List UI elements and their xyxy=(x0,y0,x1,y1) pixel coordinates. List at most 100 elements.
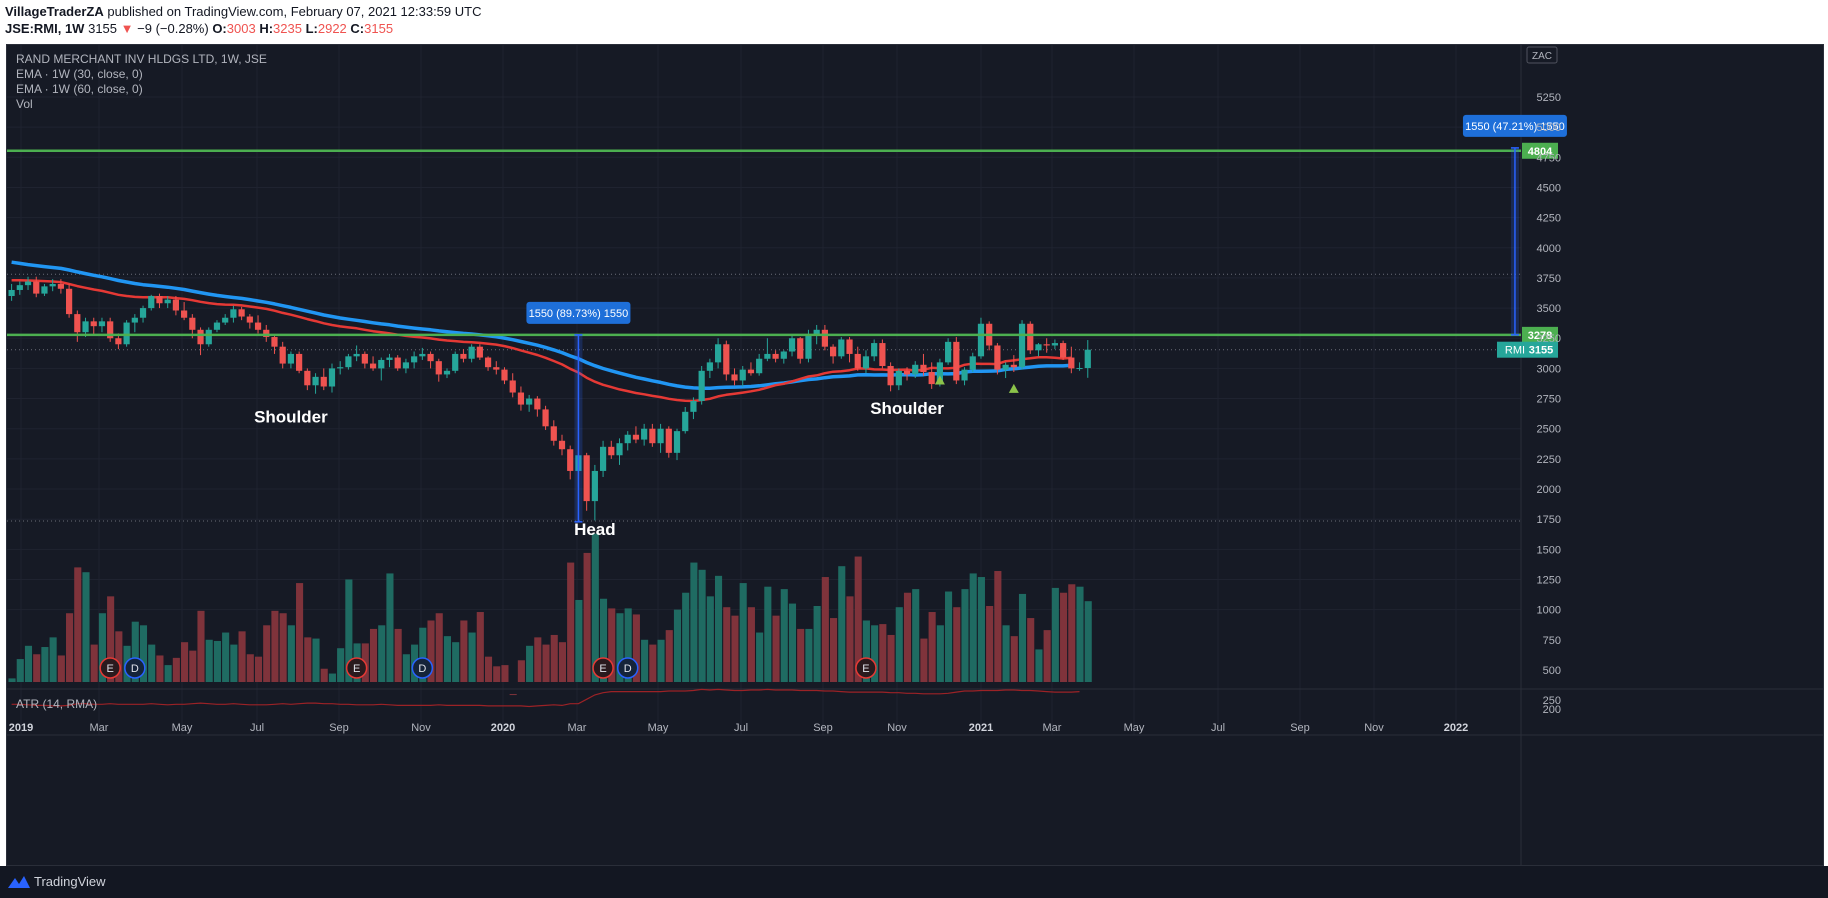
volume-bar xyxy=(862,620,870,682)
volume-bar xyxy=(731,615,739,682)
measure-label-box xyxy=(526,301,631,324)
volume-bar xyxy=(271,610,279,682)
volume-bar xyxy=(854,556,862,682)
volume-bar xyxy=(369,628,378,682)
volume-bar xyxy=(189,650,197,682)
earnings-event-label: E xyxy=(353,663,360,675)
candle-body xyxy=(328,368,336,387)
key-level-label: 4804 xyxy=(1528,146,1553,158)
volume-bar xyxy=(24,645,33,682)
volume-bar xyxy=(1051,587,1059,682)
volume-bar xyxy=(16,659,24,682)
volume-bar xyxy=(427,620,435,682)
candle-body xyxy=(24,281,32,286)
candle-body xyxy=(1010,364,1017,368)
earnings-event-icon xyxy=(99,657,121,679)
candle-body xyxy=(312,376,319,386)
candle-body xyxy=(698,370,705,401)
legend-atr[interactable]: ATR (14, RMA) xyxy=(16,697,98,711)
chart-background xyxy=(7,45,1823,865)
low-value: 2922 xyxy=(317,21,347,36)
volume-bar xyxy=(690,562,698,682)
volume-bar xyxy=(838,566,846,682)
candle-body xyxy=(98,321,106,327)
dividend-event-icon xyxy=(411,657,434,679)
candle-body xyxy=(148,296,155,309)
high-label: H: xyxy=(259,21,274,36)
volume-bar xyxy=(591,533,599,682)
ema30-line xyxy=(11,279,1072,403)
measure-label: 1550 (89.73%) 1550 xyxy=(529,308,629,320)
signal-triangle-icon xyxy=(1008,383,1019,393)
candle-body xyxy=(994,345,1001,370)
volume-bar xyxy=(583,552,591,682)
tradingview-brand[interactable]: TradingView xyxy=(34,874,106,889)
price-axis-tick: 5250 xyxy=(1537,92,1561,104)
candle-body xyxy=(928,372,935,385)
volume-bar xyxy=(443,636,451,682)
candle-body xyxy=(805,334,812,359)
volume-bar xyxy=(304,637,312,682)
price-axis-tick: 4750 xyxy=(1537,152,1561,164)
candle-body xyxy=(337,367,344,369)
chart-panel[interactable]: 4804 3278 1550 (89.73%) 1550 1550 (47.21%) … xyxy=(6,44,1824,866)
candle-body xyxy=(320,376,327,387)
candle-body xyxy=(345,356,352,368)
volume-bar xyxy=(788,603,797,682)
legend-ema60[interactable]: EMA · 1W (60, close, 0) xyxy=(16,82,143,96)
volume-bar xyxy=(394,628,402,682)
time-axis-label: Jul xyxy=(250,722,264,734)
candle-body xyxy=(747,369,755,374)
volume-bar xyxy=(805,628,813,682)
candle-body xyxy=(230,309,237,318)
publish-line: VillageTraderZA published on TradingView… xyxy=(5,4,481,19)
volume-bar xyxy=(148,644,156,682)
price-axis-tick: 250 xyxy=(1543,695,1561,707)
volume-bar xyxy=(386,573,394,682)
candle-body xyxy=(131,317,138,323)
candle-body xyxy=(830,346,837,357)
candle-body xyxy=(493,367,500,370)
candle-body xyxy=(427,353,434,362)
volume-bar xyxy=(977,577,985,682)
candle-body xyxy=(624,434,631,444)
candle-body xyxy=(871,343,878,357)
candle-body xyxy=(912,364,919,375)
candle-body xyxy=(920,364,927,373)
volume-bar xyxy=(945,591,953,682)
candle-body xyxy=(509,380,516,393)
legend-vol[interactable]: Vol xyxy=(16,97,33,111)
candle-body xyxy=(287,353,295,364)
volume-bar xyxy=(493,666,501,682)
candle-body xyxy=(296,353,303,371)
volume-bar xyxy=(74,567,82,682)
price-axis-tick: 750 xyxy=(1543,635,1561,647)
time-axis-label: Sep xyxy=(813,722,833,734)
key-level-badge xyxy=(1522,326,1558,343)
volume-bar xyxy=(345,579,353,682)
candle-body xyxy=(1027,323,1034,351)
volume-bar xyxy=(673,609,682,682)
legend-ema30[interactable]: EMA · 1W (30, close, 0) xyxy=(16,67,143,81)
candle-body xyxy=(887,365,894,386)
volume-bar xyxy=(682,592,690,682)
candle-body xyxy=(936,362,943,385)
high-value: 3235 xyxy=(273,21,302,36)
tradingview-logo-icon[interactable] xyxy=(8,875,30,889)
price-chart[interactable]: 4804 3278 1550 (89.73%) 1550 1550 (47.21%) … xyxy=(7,45,1823,865)
author-name[interactable]: VillageTraderZA xyxy=(5,4,104,19)
volume-bar xyxy=(624,608,632,682)
candle-body xyxy=(1060,343,1067,358)
candle-body xyxy=(263,329,270,338)
time-axis-label: Nov xyxy=(887,722,907,734)
low-label: L: xyxy=(305,21,318,36)
candle-body xyxy=(90,321,97,327)
candle-body xyxy=(33,281,40,294)
candle-body xyxy=(591,470,598,502)
candle-body xyxy=(690,400,697,412)
candle-body xyxy=(394,357,401,369)
down-arrow-icon: ▼ xyxy=(120,21,134,36)
candle-body xyxy=(821,329,828,347)
volume-bar xyxy=(460,620,468,682)
ema60-line xyxy=(11,260,1072,390)
